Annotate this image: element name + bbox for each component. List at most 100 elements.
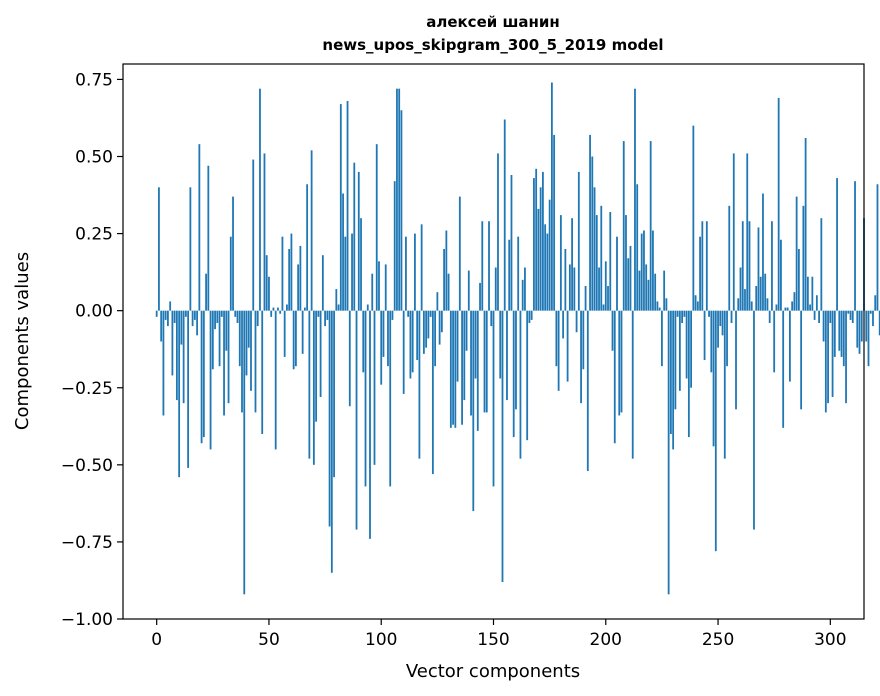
bar-118 (420, 224, 423, 311)
bar-319 (872, 310, 874, 327)
bar-179 (557, 310, 560, 391)
bar-13 (184, 310, 187, 317)
bar-164 (524, 267, 526, 311)
bar-90 (357, 171, 360, 311)
bar-146 (483, 310, 486, 413)
bar-306 (842, 310, 845, 367)
bar-11 (180, 310, 183, 345)
bar-97 (373, 310, 376, 465)
bar-282 (789, 310, 791, 382)
bar-38 (241, 310, 243, 413)
bar-235 (683, 310, 686, 317)
chart-subtitle: news_upos_skipgram_300_5_2019 model (322, 36, 663, 54)
bar-172 (542, 171, 544, 311)
bar-307 (845, 310, 847, 404)
bar-54 (277, 307, 279, 311)
bar-61 (292, 310, 295, 370)
bar-255 (728, 205, 731, 311)
bar-201 (607, 286, 609, 311)
x-tick-label: 50 (258, 630, 280, 650)
bar-221 (652, 230, 654, 311)
bar-258 (735, 310, 737, 410)
bar-149 (490, 310, 493, 327)
bar-131 (449, 310, 452, 428)
bars-group (155, 82, 880, 595)
bar-313 (858, 310, 861, 354)
bar-297 (822, 310, 825, 342)
bar-40 (245, 310, 248, 376)
bar-218 (645, 264, 648, 311)
bar-296 (820, 218, 823, 311)
bar-113 (409, 310, 412, 379)
bar-96 (371, 273, 374, 311)
bar-162 (519, 310, 522, 459)
bar-189 (580, 310, 582, 404)
x-axis-label: Vector components (406, 661, 580, 682)
bar-35 (234, 310, 237, 317)
bar-63 (297, 264, 300, 311)
bar-239 (692, 125, 695, 311)
bar-46 (259, 88, 261, 311)
bar-52 (272, 307, 275, 311)
bar-23 (207, 165, 210, 311)
bar-105 (391, 310, 394, 320)
bar-59 (288, 249, 291, 311)
bar-289 (804, 138, 807, 311)
bar-236 (685, 310, 688, 379)
bar-74 (321, 255, 324, 311)
bar-214 (636, 184, 639, 311)
bar-120 (425, 310, 428, 348)
bar-226 (663, 270, 666, 311)
bar-213 (634, 88, 636, 311)
bar-270 (762, 193, 764, 311)
bar-166 (528, 310, 531, 323)
bar-157 (508, 239, 511, 311)
bar-42 (250, 310, 252, 391)
bar-45 (256, 310, 259, 327)
y-tick-label: 0.50 (75, 148, 113, 168)
bar-177 (553, 134, 556, 311)
bar-247 (710, 310, 713, 373)
bar-291 (809, 304, 812, 311)
bar-237 (687, 310, 690, 438)
bar-124 (434, 310, 437, 367)
bar-317 (867, 310, 870, 367)
bar-8 (173, 310, 176, 323)
bar-230 (672, 310, 675, 450)
bar-180 (559, 215, 562, 311)
bar-271 (764, 273, 767, 311)
bar-53 (274, 310, 277, 450)
bar-114 (411, 310, 414, 373)
bar-152 (497, 153, 499, 311)
bar-205 (616, 236, 618, 311)
bar-244 (703, 310, 706, 360)
bar-169 (535, 168, 538, 311)
bar-86 (348, 310, 351, 407)
bar-233 (678, 310, 681, 391)
bar-148 (488, 221, 490, 311)
bar-78 (330, 310, 333, 573)
bar-72 (317, 310, 320, 317)
bar-107 (396, 88, 398, 311)
bar-150 (492, 310, 495, 487)
bar-31 (225, 310, 228, 351)
bar-285 (795, 196, 798, 311)
bar-6 (169, 301, 172, 311)
bar-308 (847, 310, 850, 314)
bar-163 (521, 279, 524, 311)
bar-4 (164, 310, 167, 320)
bar-135 (458, 196, 461, 311)
bar-231 (674, 310, 677, 410)
bar-165 (526, 310, 529, 441)
bar-10 (178, 310, 181, 478)
bar-256 (730, 310, 733, 323)
bar-223 (656, 301, 659, 311)
bar-286 (797, 249, 800, 311)
bar-17 (193, 310, 196, 320)
chart-title: алексей шанин (426, 13, 560, 31)
bar-242 (699, 236, 701, 311)
bar-12 (182, 310, 185, 404)
bar-197 (598, 267, 600, 311)
bar-300 (829, 310, 832, 323)
bar-302 (833, 310, 836, 357)
